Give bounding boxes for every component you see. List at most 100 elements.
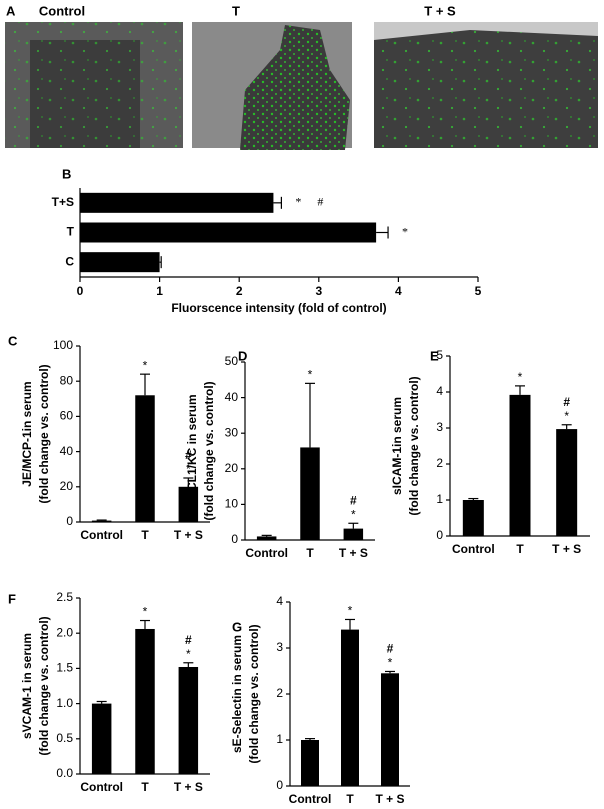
y-tick-label: 4 (276, 594, 283, 608)
x-tick-label: 5 (475, 284, 482, 298)
bar (135, 628, 155, 774)
y-tick-label: 1 (276, 732, 283, 746)
significance: * (186, 462, 191, 476)
fluorescence (374, 30, 598, 148)
x-tick-label: T + S (174, 780, 203, 794)
x-tick-label: T + S (375, 792, 404, 806)
x-tick-label: T (141, 780, 149, 794)
y-axis-label: (fold change vs. control) (407, 376, 421, 515)
y-tick-label: 2.5 (56, 590, 73, 604)
y-tick-label: 0.0 (56, 766, 73, 780)
y-tick-label: 50 (225, 354, 239, 368)
y-tick-label: 0 (231, 532, 238, 546)
bar (178, 666, 199, 774)
panel-label: F (8, 591, 16, 606)
fluorescence (5, 22, 183, 148)
bar (91, 703, 112, 774)
y-tick-label: 1.5 (56, 661, 73, 675)
significance: # (185, 448, 192, 462)
y-tick-label: 40 (225, 390, 239, 404)
bar (462, 500, 484, 536)
bar (556, 429, 578, 536)
bar (341, 629, 359, 786)
y-tick-label: 0 (436, 528, 443, 542)
y-tick-label: 0.5 (56, 731, 73, 745)
panel-label: B (62, 166, 71, 181)
x-axis-label: Fluorscence intensity (fold of control) (171, 301, 386, 315)
x-tick-label: Control (452, 542, 495, 556)
y-tick-label: 1 (436, 492, 443, 506)
panel-label: E (430, 348, 439, 363)
y-tick-label: 3 (436, 420, 443, 434)
significance: * (186, 647, 191, 661)
y-axis-label: CXCL1/KC in serum (185, 394, 199, 507)
bar (135, 395, 155, 522)
significance: * (388, 656, 393, 670)
bar (256, 536, 277, 540)
significance: * (143, 358, 148, 372)
bar (80, 222, 377, 243)
y-axis-label: JE/MCP-1in serum (20, 381, 34, 486)
significance: * (295, 195, 301, 209)
y-tick-label: 3 (276, 640, 283, 654)
bar (80, 252, 160, 273)
x-tick-label: 0 (77, 284, 84, 298)
significance: * (143, 605, 148, 619)
bar (91, 520, 112, 522)
x-tick-label: 2 (236, 284, 243, 298)
panel-label: A (6, 3, 16, 18)
y-axis-label: (fold change vs. control) (202, 381, 216, 520)
y-tick-label: T+S (52, 195, 74, 209)
significance: # (387, 642, 394, 656)
y-tick-label: 20 (60, 479, 74, 493)
panel-label: C (8, 333, 18, 348)
x-tick-label: T + S (339, 546, 368, 560)
x-tick-label: 3 (315, 284, 322, 298)
y-tick-label: 5 (436, 348, 443, 362)
y-tick-label: 10 (225, 497, 239, 511)
y-tick-label: 80 (60, 373, 74, 387)
bar (343, 528, 364, 540)
bar (381, 673, 399, 786)
x-tick-label: T + S (174, 528, 203, 542)
y-tick-label: 0 (66, 514, 73, 528)
y-tick-label: C (65, 254, 74, 268)
y-tick-label: 100 (53, 338, 73, 352)
bar (509, 394, 531, 536)
y-tick-label: 20 (225, 461, 239, 475)
x-tick-label: Control (80, 528, 123, 542)
y-axis-label: (fold change vs. control) (37, 616, 51, 755)
x-tick-label: Control (289, 792, 332, 806)
bar (300, 447, 320, 540)
significance: * (518, 370, 523, 384)
significance: * (351, 507, 356, 521)
x-tick-label: T (516, 542, 524, 556)
x-tick-label: T (141, 528, 149, 542)
x-tick-label: Control (245, 546, 288, 560)
x-tick-label: T + S (552, 542, 581, 556)
bar (178, 486, 199, 522)
panel-label: G (232, 619, 242, 634)
x-tick-label: Control (80, 780, 123, 794)
y-axis-label: sVCAM-1 in serum (20, 633, 34, 739)
y-axis-label: (fold change vs. control) (37, 364, 51, 503)
significance: # (563, 395, 570, 409)
significance: * (402, 224, 408, 238)
bar (80, 192, 274, 213)
significance: # (350, 493, 357, 507)
y-tick-label: 4 (436, 384, 443, 398)
y-tick-label: 2 (276, 686, 283, 700)
y-tick-label: T (67, 225, 75, 239)
y-tick-label: 2.0 (56, 625, 73, 639)
x-tick-label: T (306, 546, 314, 560)
y-axis-label: (fold change vs. control) (247, 624, 261, 763)
image-caption: T + S (424, 3, 456, 18)
significance: * (564, 409, 569, 423)
y-axis-label: sICAM-1in serum (390, 397, 404, 495)
y-axis-label: sE-Selectin in serum (230, 635, 244, 753)
x-tick-label: T (346, 792, 354, 806)
x-tick-label: 4 (395, 284, 402, 298)
y-tick-label: 0 (276, 778, 283, 792)
y-tick-label: 60 (60, 409, 74, 423)
